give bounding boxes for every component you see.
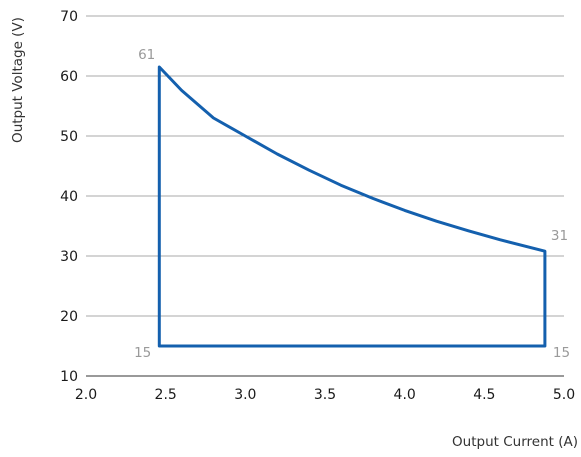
y-tick-label: 60	[60, 69, 78, 85]
operating-boundary-line	[157, 65, 547, 348]
data-label: 61	[138, 47, 155, 63]
x-axis-title: Output Current (A)	[452, 434, 578, 450]
y-tick-label: 70	[60, 9, 78, 25]
y-tick-label: 50	[60, 129, 78, 145]
y-tick-label: 10	[60, 369, 78, 385]
gridlines	[86, 15, 564, 317]
x-tick-label: 5.0	[553, 387, 575, 403]
x-tick-label: 2.0	[75, 387, 97, 403]
labels: 61 31 15 15	[134, 47, 570, 361]
x-tick-label: 3.5	[314, 387, 336, 403]
y-tick-label: 40	[60, 189, 78, 205]
x-tick-label: 4.5	[473, 387, 495, 403]
x-tick-label: 3.0	[234, 387, 256, 403]
data-label: 15	[553, 345, 570, 361]
data-label: 15	[134, 345, 151, 361]
series-layer	[157, 65, 547, 348]
y-tick-label: 30	[60, 249, 78, 265]
x-tick-label: 4.0	[394, 387, 416, 403]
y-axis-title: Output Voltage (V)	[10, 17, 26, 143]
y-tick-label: 20	[60, 309, 78, 325]
x-tick-label: 2.5	[155, 387, 177, 403]
data-label: 31	[551, 228, 568, 244]
axes: 10 20 30 40 50 60 70 2.0 2.5 3.0 3.5 4.0 4.5 5.0	[60, 9, 575, 403]
